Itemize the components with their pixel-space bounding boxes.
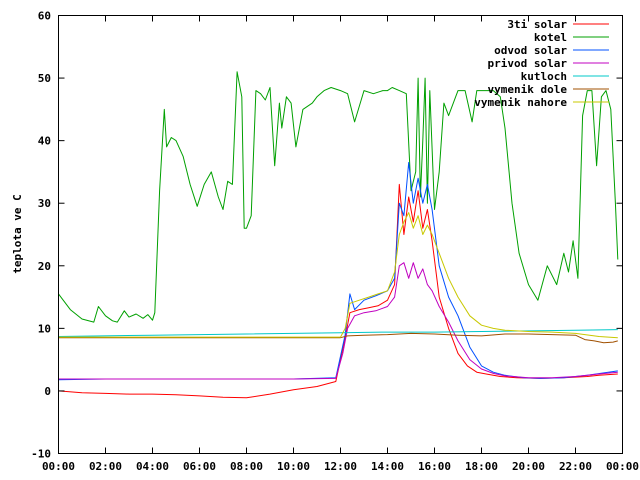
x-tick-label: 02:00 [89,460,122,473]
legend-label: odvod solar [494,44,567,57]
series-line-vymenik-dole [58,332,618,344]
legend-label: vymenik dole [488,83,568,96]
legend-label: kotel [534,31,567,44]
x-tick-label: 18:00 [465,460,498,473]
y-tick-label: -10 [31,448,51,461]
x-tick-label: 04:00 [136,460,169,473]
y-axis: -10 0 10 20 30 40 50 60 [31,10,623,461]
x-tick-label: 20:00 [512,460,545,473]
y-tick-label: 30 [38,197,51,210]
y-axis-label: teplota ve C [11,194,24,273]
series-line-privod-solar [58,262,618,380]
series-line-kotel [58,71,619,323]
x-tick-label: 00:00 [606,460,639,473]
series-line-3ti-solar [58,183,618,399]
x-tick-label: 00:00 [42,460,75,473]
x-tick-label: 14:00 [371,460,404,473]
legend-label: privod solar [488,57,568,70]
y-tick-label: 0 [44,385,51,398]
series-layer [58,71,619,399]
x-axis: 00:00 02:00 04:00 06:00 08:00 10:00 12:00 14:00… [42,15,639,473]
y-tick-label: 10 [38,322,51,335]
y-tick-label: 40 [38,135,51,148]
x-tick-label: 12:00 [324,460,357,473]
series-line-vymenik-nahore [58,212,618,339]
legend-label: vymenik nahore [474,96,567,109]
x-tick-label: 16:00 [418,460,451,473]
y-tick-label: 50 [38,72,51,85]
y-tick-label: 20 [38,260,51,273]
series-line-odvod-solar [58,162,618,381]
legend-label: kutloch [521,70,567,83]
x-tick-label: 06:00 [183,460,216,473]
series-line-kutloch [58,329,618,337]
x-tick-label: 08:00 [230,460,263,473]
y-tick-label: 60 [38,10,51,23]
x-tick-label: 22:00 [559,460,592,473]
x-tick-label: 10:00 [277,460,310,473]
legend-label: 3ti solar [507,18,567,31]
